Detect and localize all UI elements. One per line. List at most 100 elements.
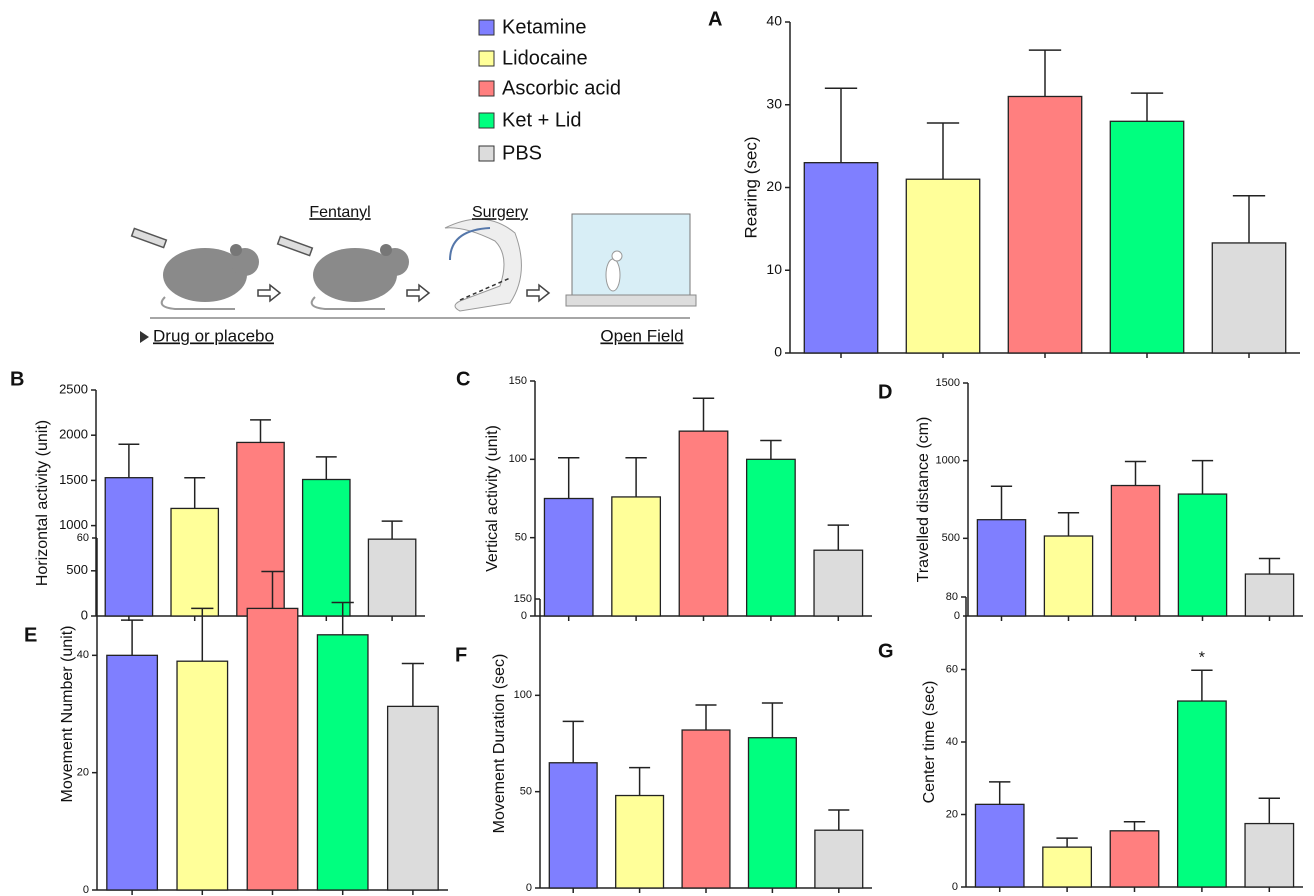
y-tick-label: 500 — [66, 562, 88, 577]
legend-label: Ket + Lid — [502, 109, 582, 131]
legend-swatch — [479, 146, 494, 161]
y-axis-label: Rearing (sec) — [741, 136, 760, 238]
y-tick-label: 0 — [526, 882, 532, 894]
bar — [368, 539, 415, 616]
bar — [1044, 536, 1092, 616]
schematic: Fentanyl Surgery Drug or placebo Open Fi… — [132, 204, 696, 345]
bar — [105, 478, 152, 616]
bar — [804, 163, 877, 353]
y-tick-label: 50 — [515, 532, 527, 544]
bar — [107, 655, 158, 890]
legend-label: Lidocaine — [502, 47, 588, 69]
legend-swatch — [479, 113, 494, 128]
bar — [1178, 701, 1227, 887]
y-tick-label: 40 — [766, 13, 782, 29]
y-tick-label: 30 — [766, 95, 782, 111]
y-tick-label: 10 — [766, 261, 782, 277]
y-tick-label: 100 — [509, 453, 527, 465]
legend-label: PBS — [502, 142, 542, 164]
y-tick-label: 100 — [514, 689, 532, 701]
y-tick-label: 1500 — [59, 472, 88, 487]
bar — [549, 763, 597, 888]
panel: C Vertical activity (unit) 0 50 100 150 — [456, 368, 872, 622]
y-axis-label: Center time (sec) — [921, 681, 938, 804]
bar — [748, 738, 796, 888]
bar — [1245, 824, 1294, 887]
legend-swatch — [479, 51, 494, 66]
y-tick-label: 1000 — [59, 517, 88, 532]
bar — [612, 497, 661, 616]
bar — [1110, 831, 1159, 887]
bar — [237, 442, 284, 616]
bar — [815, 830, 863, 888]
y-axis-label: Horizontal activity (unit) — [34, 420, 51, 586]
y-tick-label: 50 — [520, 786, 532, 798]
y-tick-label: 0 — [952, 881, 958, 893]
bar — [1110, 121, 1183, 353]
bar — [247, 608, 298, 890]
bar — [1178, 494, 1226, 616]
y-tick-label: 500 — [942, 532, 960, 544]
significance-mark: * — [1199, 649, 1205, 666]
bar — [747, 459, 796, 616]
y-tick-label: 40 — [77, 649, 89, 661]
panel: G Center time (sec) 0 20 40 60 80 * — [878, 591, 1303, 893]
bar — [906, 179, 979, 353]
y-axis-label: Movement Duration (sec) — [491, 654, 508, 834]
y-tick-label: 1000 — [936, 455, 960, 467]
bar — [303, 479, 350, 616]
step-label: Surgery — [472, 204, 528, 221]
y-tick-label: 0 — [954, 610, 960, 622]
bar — [171, 508, 218, 616]
panel-label: D — [878, 381, 892, 403]
panel: F Movement Duration (sec) 0 50 100 150 — [455, 593, 872, 894]
bar — [388, 706, 439, 890]
y-tick-label: 0 — [83, 884, 89, 896]
bar — [317, 635, 368, 890]
bar — [544, 499, 593, 617]
y-tick-label: 150 — [514, 593, 532, 605]
y-tick-label: 1500 — [936, 377, 960, 389]
panel-label: C — [456, 368, 470, 390]
y-tick-label: 0 — [774, 344, 782, 360]
y-tick-label: 60 — [946, 663, 958, 675]
bar — [975, 804, 1024, 887]
y-tick-label: 20 — [946, 808, 958, 820]
y-tick-label: 20 — [766, 178, 782, 194]
y-tick-label: 80 — [946, 591, 958, 603]
step-label: Fentanyl — [309, 204, 370, 221]
panel-label: B — [10, 368, 24, 390]
bar — [977, 520, 1025, 616]
panel-label: G — [878, 640, 894, 662]
legend-label: Ketamine — [502, 16, 587, 38]
bar — [1245, 574, 1293, 616]
bar — [814, 550, 863, 616]
bar — [616, 796, 664, 888]
y-axis-label: Movement Number (unit) — [59, 626, 76, 803]
bar — [1212, 243, 1285, 353]
bar — [1008, 96, 1081, 353]
bar — [1111, 486, 1159, 616]
bar — [682, 730, 730, 888]
panel-label: E — [24, 624, 37, 646]
bar — [1043, 847, 1092, 887]
y-axis-label: Vertical activity (unit) — [484, 425, 501, 572]
panel-label: F — [455, 644, 467, 666]
legend-swatch — [479, 20, 494, 35]
end-label: Open Field — [600, 326, 683, 345]
panel: B Horizontal activity (unit) 0 500 1000 1500 2… — [10, 368, 425, 622]
figure: Fentanyl Surgery Drug or placebo Open Fi… — [0, 0, 1314, 896]
legend-label: Ascorbic acid — [502, 77, 621, 99]
legend-swatch — [479, 81, 494, 96]
y-tick-label: 2500 — [59, 381, 88, 396]
y-tick-label: 2000 — [59, 427, 88, 442]
y-tick-label: 20 — [77, 767, 89, 779]
y-tick-label: 40 — [946, 736, 958, 748]
y-tick-label: 0 — [81, 607, 88, 622]
start-label: Drug or placebo — [153, 326, 274, 345]
y-tick-label: 150 — [509, 375, 527, 387]
y-tick-label: 0 — [521, 610, 527, 622]
bar — [177, 661, 228, 890]
